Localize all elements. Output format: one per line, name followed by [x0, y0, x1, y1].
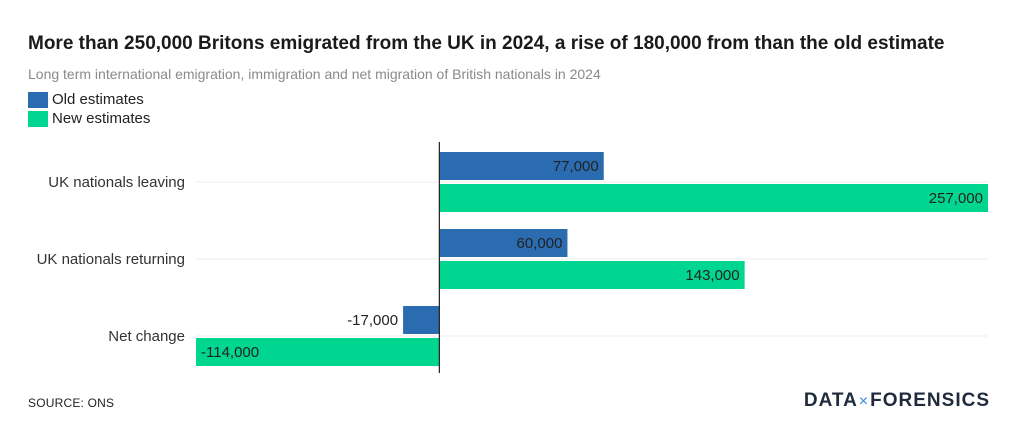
data-label: 143,000 — [685, 267, 739, 284]
bar-new — [439, 184, 988, 212]
legend-label-new: New estimates — [52, 110, 151, 127]
data-label: 257,000 — [929, 190, 983, 207]
data-label: 60,000 — [517, 235, 563, 252]
chart-subtitle: Long term international emigration, immi… — [28, 66, 601, 82]
bar-old — [403, 306, 440, 334]
logo-separator: × — [858, 393, 870, 410]
bar-new — [439, 261, 745, 289]
logo-text-left: DATA — [803, 390, 858, 411]
category-label: UK nationals leaving — [48, 174, 185, 191]
legend-swatch-old — [28, 91, 48, 108]
chart-title: More than 250,000 Britons emigrated from… — [28, 33, 945, 54]
logo-text-right: FORENSICS — [870, 390, 990, 411]
legend: Old estimates New estimates — [28, 90, 150, 128]
category-label: Net change — [108, 328, 185, 345]
bar-old — [439, 229, 568, 257]
legend-item-old: Old estimates — [28, 90, 150, 109]
bar-new — [196, 338, 440, 366]
legend-item-new: New estimates — [28, 109, 150, 128]
legend-label-old: Old estimates — [52, 91, 144, 108]
legend-swatch-new — [28, 110, 48, 127]
bar-old — [439, 152, 604, 180]
data-label: -17,000 — [347, 312, 398, 329]
brand-logo: DATA×FORENSICS — [804, 390, 990, 412]
category-label: UK nationals returning — [37, 251, 185, 268]
source-note: SOURCE: ONS — [28, 396, 115, 410]
data-label: 77,000 — [553, 158, 599, 175]
data-label: -114,000 — [201, 344, 259, 361]
